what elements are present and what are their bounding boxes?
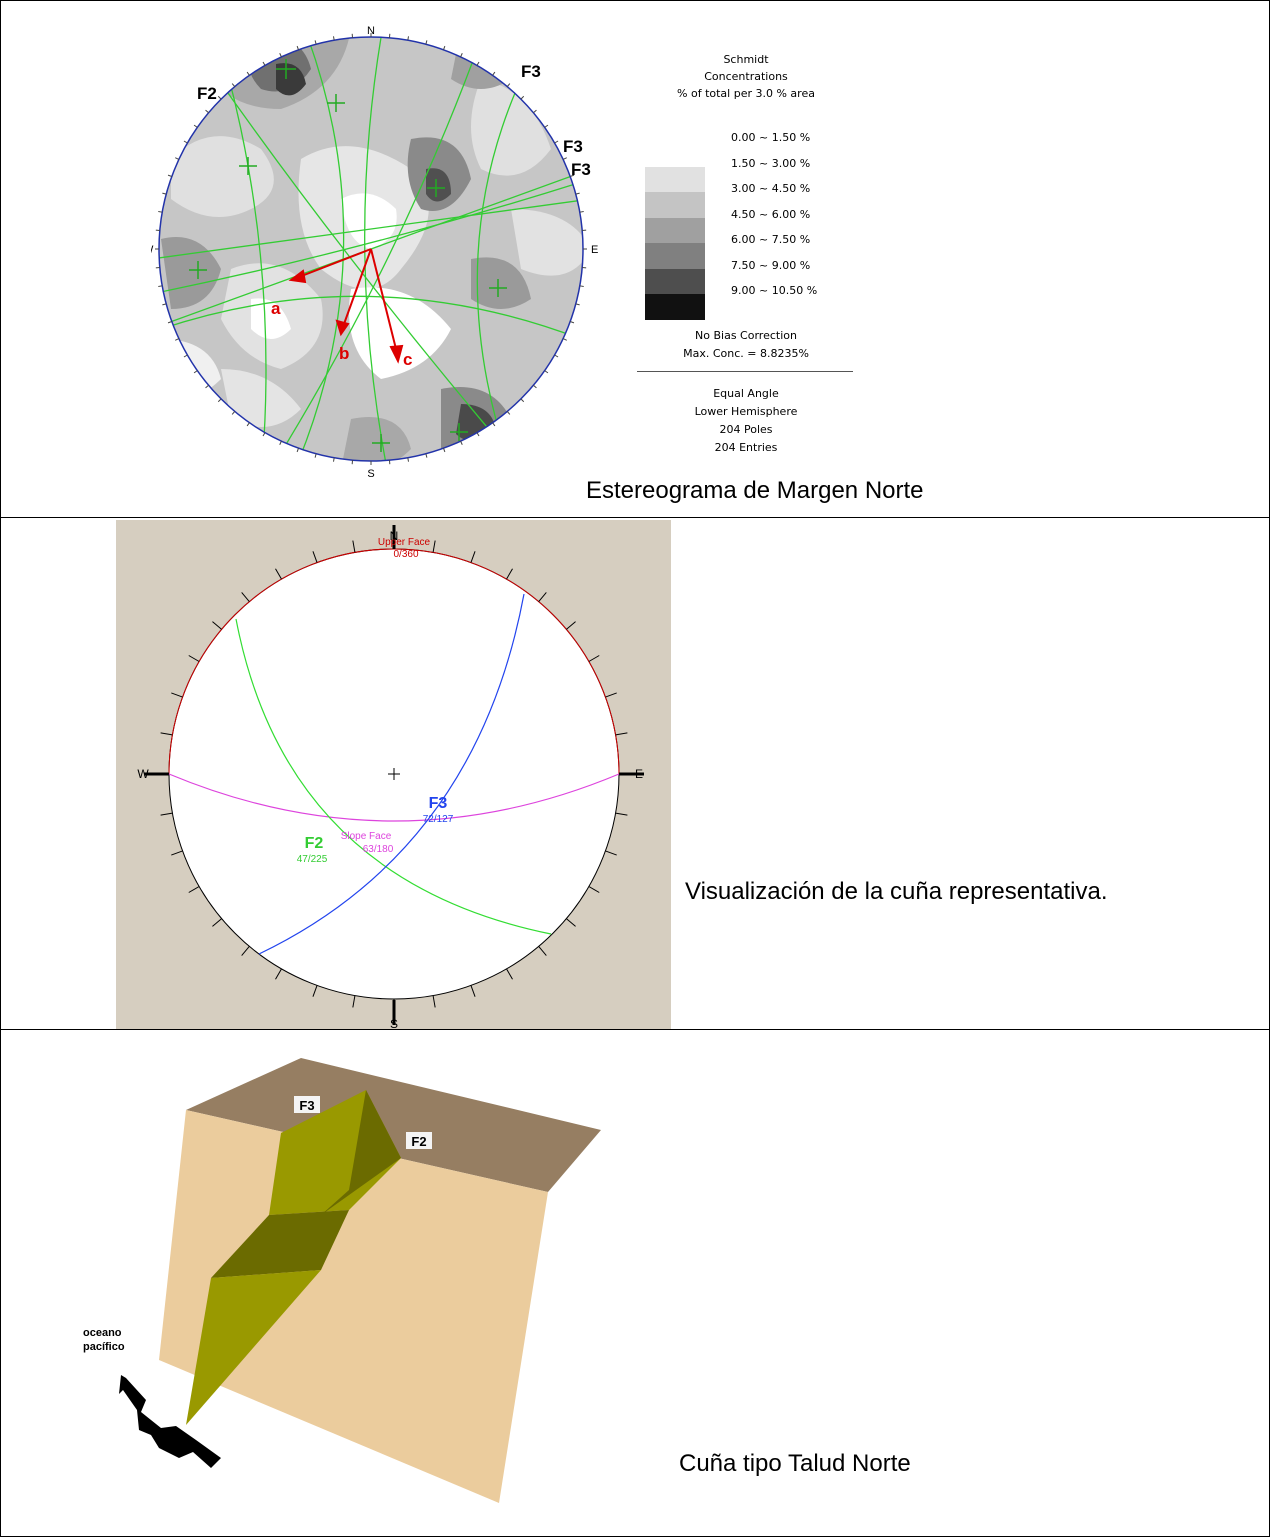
row-wedge-3d: F3 F2 oceano pacífico Cuña tipo Talud No… [0, 1029, 1270, 1537]
ocean-label-1: oceano [83, 1327, 122, 1339]
legend-range-label: 7.50 ~ 9.00 % [731, 258, 811, 272]
f2-value: 47/225 [297, 854, 328, 865]
f3-value: 72/127 [423, 814, 454, 825]
arrow-label-a: a [271, 299, 281, 318]
pole-markers [189, 59, 507, 452]
wedge-3d-diagram: F3 F2 oceano pacífico [83, 1058, 601, 1503]
top-surface [186, 1058, 601, 1192]
legend-range-label: 4.50 ~ 6.00 % [731, 207, 811, 221]
row-wedge-visualization: Upper Face 0/360 N S W E F3 72/127 F2 47… [0, 517, 1270, 1030]
rim-ticks [155, 33, 587, 465]
vector-arrows [288, 248, 404, 364]
legend-swatch [645, 294, 705, 320]
arrow-label-b: b [339, 344, 349, 363]
south-label: S [367, 468, 374, 480]
wedge-f2-face [321, 1090, 401, 1215]
legend-swatch [645, 166, 705, 193]
legend-poles: 204 Poles [719, 423, 773, 436]
label-f3-right1: F3 [563, 137, 583, 156]
legend-swatch [645, 268, 705, 295]
legend-subtitle: Concentrations [704, 70, 788, 83]
legend-range-label: 3.00 ~ 4.50 % [731, 182, 811, 195]
legend-title: Schmidt [723, 53, 769, 66]
legend-range-label: 0.00 ~ 1.50 % [731, 131, 811, 144]
label-f3-right2: F3 [571, 160, 591, 179]
label-f3-top: F3 [521, 62, 541, 81]
caption-visualizacion: Visualización de la cuña representativa. [685, 878, 1108, 905]
slope-face-value: 63/180 [363, 844, 394, 855]
wedge-lower-shadow [211, 1210, 349, 1278]
north-arrow-icon [119, 1375, 221, 1468]
row-stereogram-norte: N S E W F2 F3 F3 F3 a b c Schmidt Concen… [0, 0, 1270, 518]
legend-divider [637, 371, 853, 372]
slope-face [159, 1110, 548, 1503]
f2-circle [235, 618, 552, 935]
wedge-stereonet: Upper Face 0/360 N S W E F3 72/127 F2 47… [116, 520, 671, 1030]
legend-range-label: 6.00 ~ 7.50 % [731, 233, 811, 246]
wedge-lower-face [186, 1270, 321, 1425]
legend-max: Max. Conc. = 8.8235% [683, 347, 809, 360]
slope-face-label: Slope Face [341, 831, 392, 842]
contour-stereonet: N S E W F2 F3 F3 F3 a b c [151, 25, 598, 480]
ocean-label-2: pacífico [83, 1341, 125, 1353]
legend-area: % of total per 3.0 % area [677, 87, 815, 100]
wedge-f2-label: F2 [411, 1134, 426, 1149]
north-label: N [390, 529, 399, 543]
caption-cuna: Cuña tipo Talud Norte [679, 1450, 911, 1477]
wedge-f3-label: F3 [299, 1098, 314, 1113]
legend-entries: 204 Entries [714, 441, 778, 454]
west-label: W [151, 244, 154, 256]
arrow-label-c: c [403, 350, 412, 369]
legend-range-label: 1.50 ~ 3.00 % [731, 156, 811, 170]
east-label: E [591, 244, 598, 256]
legend-projection: Equal Angle [713, 387, 779, 400]
legend-swatch [645, 192, 705, 218]
legend-hemisphere: Lower Hemisphere [694, 405, 798, 418]
f2-label: F2 [305, 835, 324, 852]
legend-range-label: 9.00 ~ 10.50 % [731, 284, 818, 297]
f3-label: F3 [429, 795, 448, 812]
f3-circle [258, 593, 525, 955]
label-f2: F2 [197, 84, 217, 103]
caption-estereograma: Estereograma de Margen Norte [586, 477, 924, 504]
east-label: E [635, 767, 643, 781]
north-label: N [367, 25, 375, 37]
south-label: S [390, 1017, 398, 1030]
legend-swatch [645, 243, 705, 269]
slope-face-circle [168, 773, 620, 822]
legend-bias: No Bias Correction [695, 329, 797, 342]
upper-face-value: 0/360 [393, 549, 418, 560]
legend-swatch [645, 217, 705, 244]
upper-face-label: Upper Face [378, 537, 431, 548]
west-label: W [137, 767, 149, 781]
